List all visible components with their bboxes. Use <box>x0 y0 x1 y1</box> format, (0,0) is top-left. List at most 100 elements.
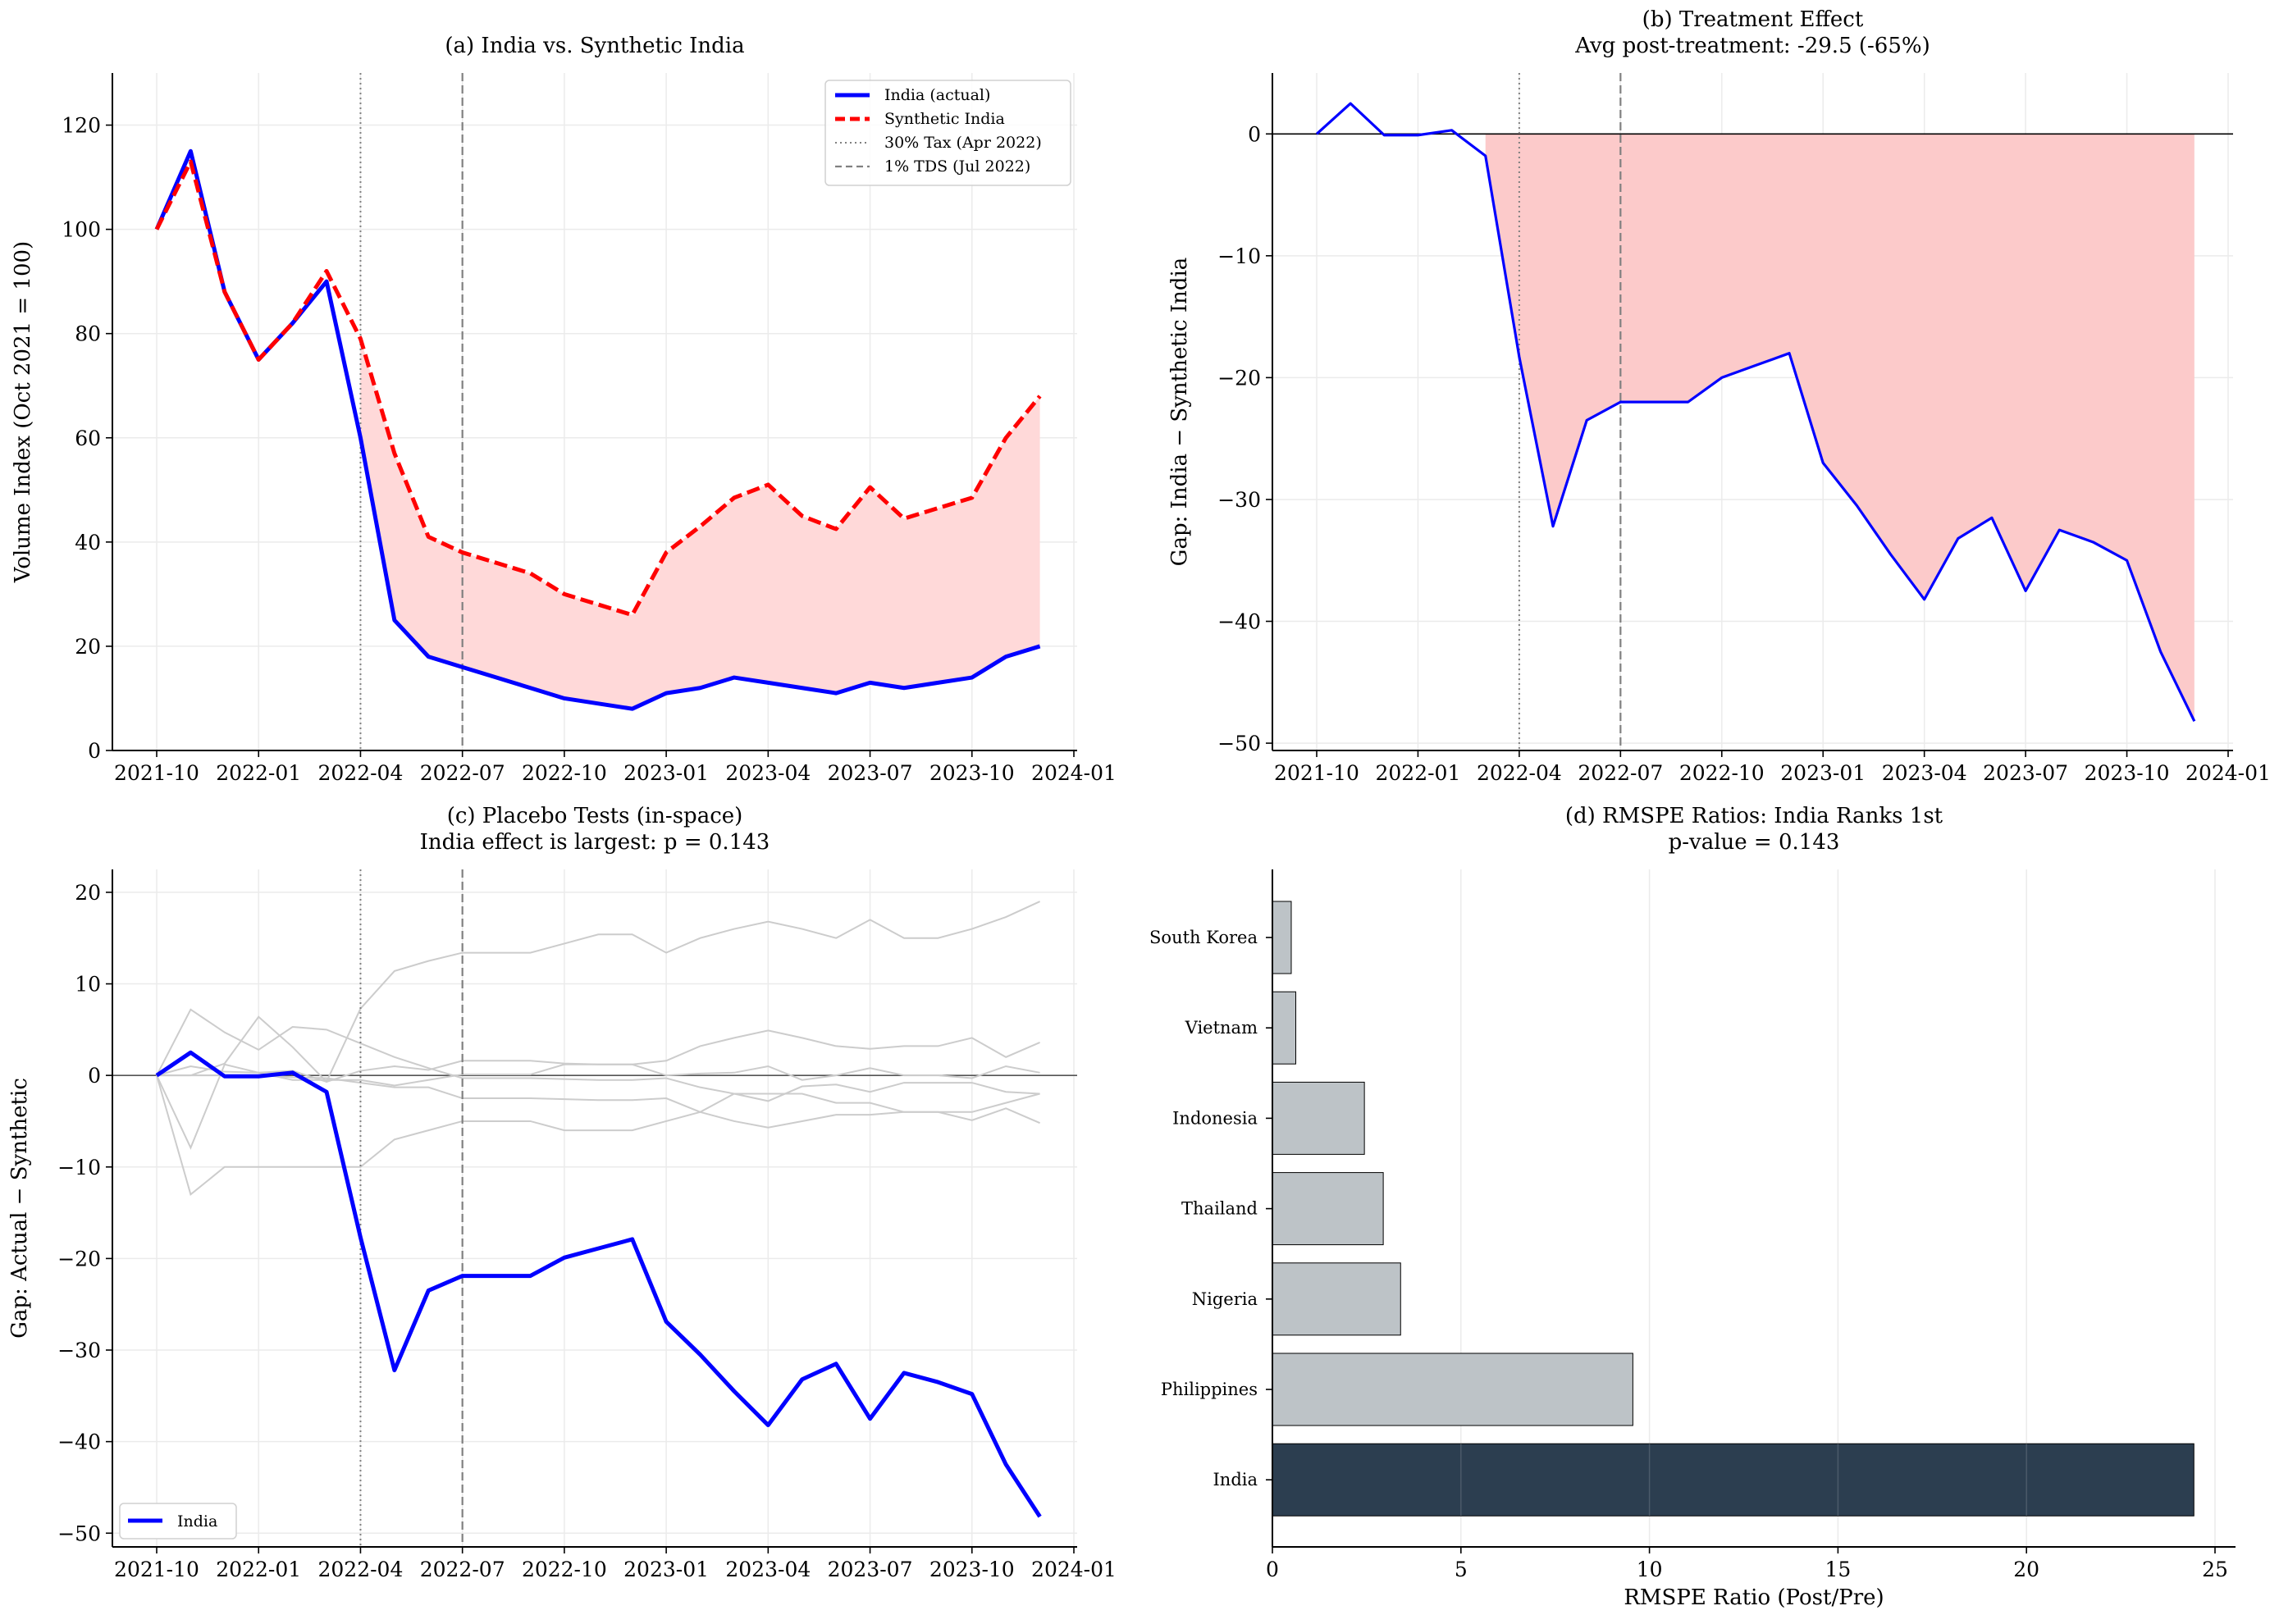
placebo-line-2 <box>156 901 1041 1150</box>
x-tick-label: 2021-10 <box>114 761 199 785</box>
bar-nigeria <box>1272 1262 1401 1336</box>
chart-subtitle: p-value = 0.143 <box>1669 830 1840 855</box>
x-tick-label: 2024-01 <box>2185 761 2271 785</box>
india-series-line <box>155 1050 1042 1518</box>
bar-india <box>1272 1443 2195 1517</box>
legend: India <box>119 1503 237 1540</box>
x-tick-label: 2024-01 <box>1031 761 1117 785</box>
chart-title: (d) RMSPE Ratios: India Ranks 1st <box>1565 804 1943 828</box>
y-tick-label: 120 <box>62 114 101 138</box>
x-tick-label: 2023-04 <box>1882 761 1967 785</box>
category-label: India <box>1213 1470 1258 1489</box>
x-tick-label: 2022-01 <box>1375 761 1460 785</box>
y-tick-label: 100 <box>62 218 101 242</box>
x-tick-label: 2022-07 <box>420 761 505 785</box>
bar-philippines <box>1272 1353 1633 1426</box>
x-tick-label: 2023-07 <box>1983 761 2068 785</box>
india-series-line <box>1315 102 2196 723</box>
legend-box <box>824 80 1071 186</box>
x-tick-label: 0 <box>1266 1558 1279 1581</box>
x-tick-label: 10 <box>1637 1558 1663 1581</box>
bar-south-korea <box>1272 901 1292 974</box>
x-tick-label: 15 <box>1825 1558 1851 1581</box>
x-tick-label: 2022-04 <box>317 1558 403 1581</box>
x-tick-label: 2022-10 <box>1679 761 1765 785</box>
x-tick-label: 2023-10 <box>929 1558 1015 1581</box>
bar-vietnam <box>1272 991 1296 1065</box>
x-tick-label: 2023-01 <box>623 1558 709 1581</box>
x-tick-label: 5 <box>1455 1558 1468 1581</box>
chart-subtitle: India effect is largest: p = 0.143 <box>420 830 770 855</box>
treatment-effect-shaded-area <box>1485 134 2195 722</box>
x-tick-label: 2023-07 <box>828 1558 913 1581</box>
placebo-line-3 <box>156 1008 1040 1102</box>
category-label: Thailand <box>1181 1199 1258 1219</box>
x-tick-label: 2023-07 <box>828 761 913 785</box>
x-tick-label: 2023-10 <box>2085 761 2170 785</box>
x-tick-label: 20 <box>2013 1558 2039 1581</box>
y-tick-label: −50 <box>1217 732 1261 755</box>
panel-b-treatment-effect: 2021-10 2022-01 2022-04 2022-07 2022-10 2023-… <box>1167 7 2271 785</box>
y-tick-label: 0 <box>88 739 101 763</box>
legend-india-label: India <box>177 1512 217 1530</box>
synthetic-series-line <box>154 159 1042 618</box>
category-label: Nigeria <box>1192 1289 1258 1309</box>
bar-indonesia <box>1272 1081 1365 1155</box>
x-tick-label: 2022-04 <box>317 761 403 785</box>
x-tick-label: 2022-01 <box>216 761 301 785</box>
panel-d-rmspe-ratios: South Korea Vietnam Indonesia Thailand Niger… <box>1149 804 2236 1610</box>
placebo-line-1 <box>156 1074 1040 1196</box>
y-tick-label: 60 <box>75 427 101 450</box>
y-tick-label: 0 <box>88 1064 101 1088</box>
legend-box <box>119 1503 237 1540</box>
x-tick-label: 2022-07 <box>1578 761 1663 785</box>
x-tick-label: 2022-04 <box>1477 761 1562 785</box>
legend-30-tax-label: 30% Tax (Apr 2022) <box>884 134 1042 152</box>
y-tick-label: −30 <box>57 1339 101 1362</box>
y-tick-label: 80 <box>75 322 101 346</box>
x-axis-label: RMSPE Ratio (Post/Pre) <box>1624 1585 1884 1610</box>
y-tick-label: −10 <box>57 1156 101 1179</box>
y-tick-label: −10 <box>1217 244 1261 268</box>
x-tick-label: 2023-10 <box>929 761 1015 785</box>
y-tick-label: −50 <box>57 1521 101 1545</box>
y-tick-label: 0 <box>1248 122 1261 146</box>
gap-shaded-area <box>360 339 1040 709</box>
y-axis-label: Gap: Actual − Synthetic <box>7 1078 32 1339</box>
x-tick-label: 2023-04 <box>725 1558 811 1581</box>
category-label: South Korea <box>1149 928 1258 947</box>
x-tick-label: 25 <box>2202 1558 2228 1581</box>
y-tick-label: 20 <box>75 881 101 905</box>
y-tick-label: −20 <box>1217 366 1261 390</box>
x-tick-label: 2022-10 <box>522 761 607 785</box>
x-tick-label: 2023-01 <box>623 761 709 785</box>
y-axis-label: Gap: India − Synthetic India <box>1167 258 1192 567</box>
chart-title: (c) Placebo Tests (in-space) <box>447 804 743 828</box>
legend-synthetic-india-label: Synthetic India <box>884 110 1005 128</box>
legend-india-actual-label: India (actual) <box>884 86 990 104</box>
x-tick-label: 2023-01 <box>1780 761 1866 785</box>
y-tick-label: −30 <box>1217 488 1261 512</box>
chart-title: (b) Treatment Effect <box>1642 7 1864 32</box>
category-label: Philippines <box>1161 1380 1258 1399</box>
legend-1-tds-label: 1% TDS (Jul 2022) <box>884 157 1030 176</box>
y-tick-label: −20 <box>57 1247 101 1270</box>
y-tick-label: 40 <box>75 531 101 554</box>
y-tick-label: −40 <box>57 1430 101 1454</box>
chart-title: (a) India vs. Synthetic India <box>445 34 744 58</box>
x-tick-label: 2023-04 <box>725 761 811 785</box>
legend: India (actual) Synthetic India 30% Tax (Ap… <box>824 80 1071 186</box>
category-label: Vietnam <box>1185 1018 1258 1038</box>
y-axis-label: Volume Index (Oct 2021 = 100) <box>11 241 35 583</box>
y-tick-label: 10 <box>75 973 101 997</box>
x-tick-label: 2022-01 <box>216 1558 301 1581</box>
panel-c-placebo-tests: 2021-10 2022-01 2022-04 2022-07 2022-10 2023-… <box>7 804 1117 1581</box>
category-label: Indonesia <box>1172 1108 1258 1128</box>
panel-a-india-vs-synthetic: 2021-10 2022-01 2022-04 2022-07 2022-10 2023-… <box>11 34 1117 785</box>
chart-subtitle: Avg post-treatment: -29.5 (-65%) <box>1574 34 1930 58</box>
x-tick-label: 2021-10 <box>114 1558 199 1581</box>
x-tick-label: 2022-10 <box>522 1558 607 1581</box>
y-tick-label: −40 <box>1217 610 1261 634</box>
india-series-line <box>154 148 1041 711</box>
